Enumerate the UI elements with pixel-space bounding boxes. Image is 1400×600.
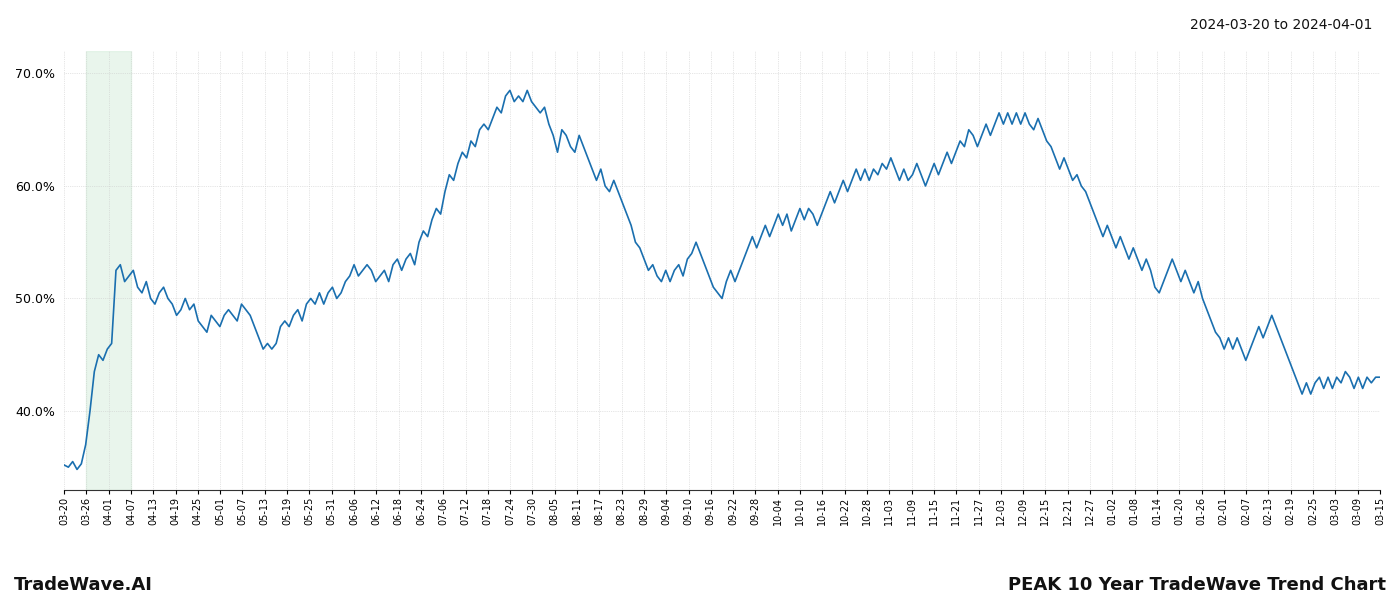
Bar bbox=[87, 51, 132, 490]
Text: PEAK 10 Year TradeWave Trend Chart: PEAK 10 Year TradeWave Trend Chart bbox=[1008, 576, 1386, 594]
Text: TradeWave.AI: TradeWave.AI bbox=[14, 576, 153, 594]
Text: 2024-03-20 to 2024-04-01: 2024-03-20 to 2024-04-01 bbox=[1190, 18, 1372, 32]
